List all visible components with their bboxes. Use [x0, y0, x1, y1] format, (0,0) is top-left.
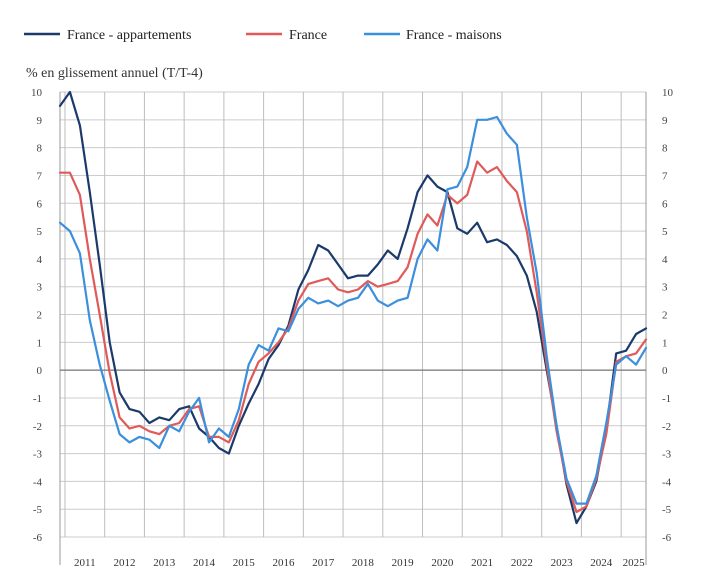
grid [59, 91, 647, 565]
x-tick-year: 2020 [431, 557, 454, 569]
y-tick-left: 0 [37, 365, 43, 377]
y-tick-right: 0 [662, 365, 668, 377]
y-tick-left: 9 [37, 115, 43, 127]
y-tick-right: 10 [662, 87, 674, 99]
y-tick-left: 2 [37, 310, 43, 322]
y-tick-right: 3 [662, 282, 668, 294]
y-tick-left: -6 [33, 532, 43, 544]
y-tick-right: -5 [662, 504, 672, 516]
y-tick-right: 6 [662, 198, 668, 210]
x-tick-year: 2014 [193, 557, 216, 569]
x-tick-year: 2022 [511, 557, 533, 569]
y-tick-left: -4 [33, 476, 43, 488]
y-tick-left: 3 [37, 282, 43, 294]
y-tick-right: 2 [662, 310, 668, 322]
y-tick-right: -1 [662, 393, 671, 405]
y-tick-left: 4 [37, 254, 43, 266]
y-tick-left: -2 [33, 421, 42, 433]
y-tick-right: 9 [662, 115, 668, 127]
y-tick-right: 7 [662, 170, 668, 182]
x-tick-year: 2018 [352, 557, 375, 569]
series-line-1 [58, 160, 648, 514]
x-tick-year: 2019 [392, 557, 415, 569]
y-tick-right: -6 [662, 532, 672, 544]
y-tick-right: -4 [662, 476, 672, 488]
y-tick-left: 10 [31, 87, 43, 99]
x-tick-year: 2021 [471, 557, 493, 569]
y-axis-label: % en glissement annuel (T/T-4) [26, 66, 203, 81]
y-tick-right: 5 [662, 226, 668, 238]
y-tick-right: -3 [662, 449, 672, 461]
y-tick-left: 5 [37, 226, 43, 238]
legend-label-france: France [289, 28, 327, 43]
series-lines [58, 90, 648, 525]
y-tick-left: -1 [33, 393, 42, 405]
x-tick-year: 2016 [272, 557, 295, 569]
y-tick-right: -2 [662, 421, 671, 433]
y-tick-left: 8 [37, 143, 43, 155]
legend: France - appartements France France - ma… [24, 28, 502, 43]
x-tick-year: 2023 [551, 557, 574, 569]
y-tick-left: -5 [33, 504, 43, 516]
y-tick-right: 8 [662, 143, 668, 155]
legend-label-appartements: France - appartements [67, 28, 191, 43]
x-tick-year: 2024 [590, 557, 613, 569]
y-tick-left: 6 [37, 198, 43, 210]
y-tick-left: 1 [37, 337, 43, 349]
series-line-0 [58, 90, 648, 525]
x-tick-year: 2017 [312, 557, 335, 569]
x-tick-year: 2011 [74, 557, 96, 569]
x-tick-year: 2012 [114, 557, 136, 569]
y-tick-left: 7 [37, 170, 43, 182]
x-tick-year: 2025 [623, 557, 646, 569]
legend-label-maisons: France - maisons [406, 28, 502, 43]
x-tick-year: 2015 [233, 557, 256, 569]
x-tick-year: 2013 [153, 557, 176, 569]
y-tick-right: 1 [662, 337, 668, 349]
y-tick-right: 4 [662, 254, 668, 266]
x-ticks: 2011 2012 2013 2014 2015 2016 2017 2018 2019 2020… [74, 557, 645, 569]
y-tick-left: -3 [33, 449, 43, 461]
series-line-2 [58, 115, 648, 505]
